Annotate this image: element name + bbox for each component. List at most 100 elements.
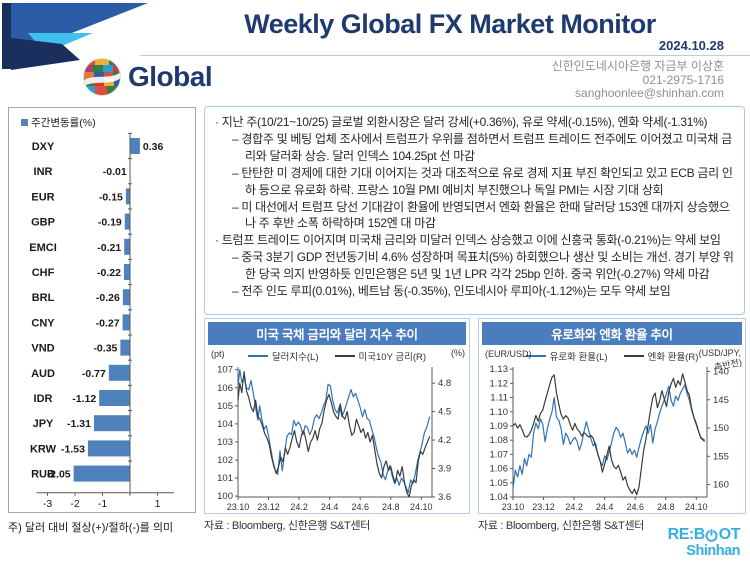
bar-value-label: -0.26 (96, 292, 120, 304)
bar-category-label: AUD (31, 368, 55, 380)
bar-category-label: RUB (31, 469, 55, 481)
legend-item: 달러지수(L) (247, 349, 319, 363)
left-tick-label: 1.12 (490, 378, 509, 389)
x-tick-label: 24.4 (321, 502, 339, 512)
bar-IDR (99, 390, 130, 406)
page-title: Weekly Global FX Market Monitor (244, 9, 656, 39)
left-tick-label: 102 (217, 455, 233, 466)
weekly-change-legend: 주간변동률(%) (21, 115, 195, 130)
header-divider (140, 55, 750, 56)
left-tick-label: 105 (217, 401, 233, 412)
left-tick-label: 103 (217, 437, 233, 448)
legend-line-swatch (247, 354, 268, 357)
bar-CNY (122, 314, 130, 331)
legend-swatch (21, 119, 28, 126)
right-tick-label: 160 (713, 480, 729, 491)
bar-value-label: -0.15 (99, 191, 123, 203)
legend-series-label: 미국10Y 금리(R) (358, 351, 427, 363)
bar-value-label: -2.05 (47, 469, 71, 481)
x-tick-label: 24.10 (410, 502, 433, 512)
chart2-right-unit: (USD/JPY, 축반전) (698, 348, 743, 373)
x-tick-label: -2 (70, 498, 79, 508)
us-rates-dollar-chart-panel: 미국 국채 금리와 달러 지수 추이 (pt) (%) 달러지수(L) 미국10Y… (204, 318, 470, 514)
right-tick-label: 4.2 (438, 435, 451, 446)
left-tick-label: 1.05 (490, 478, 509, 489)
bar-value-label: 0.36 (143, 141, 164, 153)
chart1-legend: (pt) (%) 달러지수(L) 미국10Y 금리(R) (205, 348, 469, 363)
right-tick-label: 155 (713, 451, 729, 462)
chart1-title: 미국 국채 금리와 달러 지수 추이 (208, 322, 466, 345)
right-tick-label: 3.9 (438, 464, 451, 475)
report-date: 2024.10.28 (658, 38, 724, 53)
x-tick-label: 24.10 (685, 502, 708, 512)
bar-DXY (130, 138, 140, 154)
left-tick-label: 1.11 (490, 393, 508, 404)
chart1-source: 자료 : Bloomberg, 신한은행 S&T센터 (204, 520, 371, 532)
footnote: 주) 달러 대비 절상(+)/절하(-)를 의미 (8, 522, 174, 534)
chart2-title: 유로화와 엔화 환율 추이 (482, 322, 742, 345)
left-tick-label: 101 (217, 473, 233, 484)
commentary-item: – 미 대선에서 트럼프 당선 기대감이 환율에 반영되면서 엔화 환율은 한때… (232, 199, 730, 231)
bar-value-label: -0.77 (82, 368, 106, 380)
weekly-change-panel: 주간변동률(%) DXY 0.36 INR -0.01 EUR -0.15 GBP -0.19… (8, 107, 196, 513)
bar-CHF (123, 264, 130, 280)
bar-JPY (93, 415, 130, 432)
x-tick-label: -3 (43, 498, 52, 508)
weekly-change-bar-chart: DXY 0.36 INR -0.01 EUR -0.15 GBP -0.19 EMCI -0.21… (29, 132, 174, 510)
globe-flags-icon (83, 58, 121, 96)
left-tick-label: 1.08 (490, 435, 509, 446)
x-tick-label: -1 (98, 498, 107, 508)
bar-category-label: INR (34, 166, 53, 178)
chart1-left-unit: (pt) (211, 349, 225, 359)
commentary-item: – 탄탄한 미 경제에 대한 기대 이어지는 것과 대조적으로 유로 경제 지표… (232, 165, 733, 197)
commentary-item: · 트럼프 트레이드 이어지며 미국채 금리와 미달러 인덱스 상승했고 이에 … (215, 233, 721, 248)
reboot-prefix: RE:B (667, 526, 706, 543)
left-tick-label: 100 (217, 491, 233, 502)
chart2-right-unit-line1: (USD/JPY, (698, 348, 741, 358)
bar-category-label: GBP (31, 217, 55, 229)
bar-RUB (73, 465, 130, 482)
market-commentary: · 지난 주(10/21~10/25) 글로벌 외환시장은 달러 강세(+0.3… (204, 106, 745, 315)
legend-item: 엔화 환율(R) (623, 349, 698, 363)
bar-AUD (108, 364, 130, 381)
contact-dept: 신한인도네시아은행 자금부 이상훈 (551, 59, 724, 73)
x-tick-label: 23.10 (502, 502, 525, 512)
brand-label: Global (128, 61, 213, 92)
bar-EUR (125, 188, 130, 205)
commentary-item: · 지난 주(10/21~10/25) 글로벌 외환시장은 달러 강세(+0.3… (215, 115, 708, 129)
bar-value-label: -1.31 (67, 418, 91, 430)
right-tick-label: 140 (713, 367, 729, 378)
contact-block: 신한인도네시아은행 자금부 이상훈 021-2975-1716 sanghoon… (551, 59, 724, 101)
left-tick-label: 1.04 (490, 492, 509, 503)
reboot-line: RE:B OT (667, 526, 741, 543)
bar-value-label: -1.12 (72, 393, 96, 405)
reboot-shinhan-logo: RE:B OT Shinhan (667, 526, 741, 560)
right-tick-label: 145 (713, 395, 729, 406)
legend-line-swatch (525, 354, 546, 357)
bar-category-label: BRL (32, 292, 55, 304)
x-tick-label: 24.6 (351, 502, 369, 512)
x-tick-label: 24.2 (290, 502, 308, 512)
series-line (512, 373, 706, 496)
bar-KRW (87, 440, 130, 457)
bar-category-label: IDR (34, 393, 53, 405)
bar-value-label: -0.01 (103, 166, 127, 178)
bar-value-label: -0.35 (93, 343, 117, 355)
bar-category-label: KRW (30, 443, 57, 455)
legend-label: 주간변동률(%) (31, 117, 96, 129)
x-tick-label: 24.6 (626, 502, 644, 512)
legend-series-label: 유로화 환율(L) (549, 351, 608, 363)
eur-jpy-line-chart: 1.04 1.05 1.06 1.07 1.08 1.09 1.10 1.11 1.12 1.13… (490, 364, 729, 512)
series-line (237, 369, 431, 494)
left-tick-label: 107 (217, 365, 233, 376)
us-rates-dollar-line-chart: 100 101 102 103 104 105 106 107 3.6 3.9 4.2 4.5 4.8 2… (217, 365, 451, 512)
bar-value-label: -1.53 (61, 443, 85, 455)
x-tick-label: 24.4 (596, 502, 614, 512)
x-tick-label: 23.12 (532, 502, 555, 512)
power-icon (705, 528, 718, 542)
left-tick-label: 1.10 (490, 407, 509, 418)
x-tick-label: 23.12 (257, 502, 280, 512)
x-tick-label: 24.8 (382, 502, 400, 512)
left-tick-label: 1.07 (490, 449, 509, 460)
reboot-suffix: OT (718, 526, 741, 543)
